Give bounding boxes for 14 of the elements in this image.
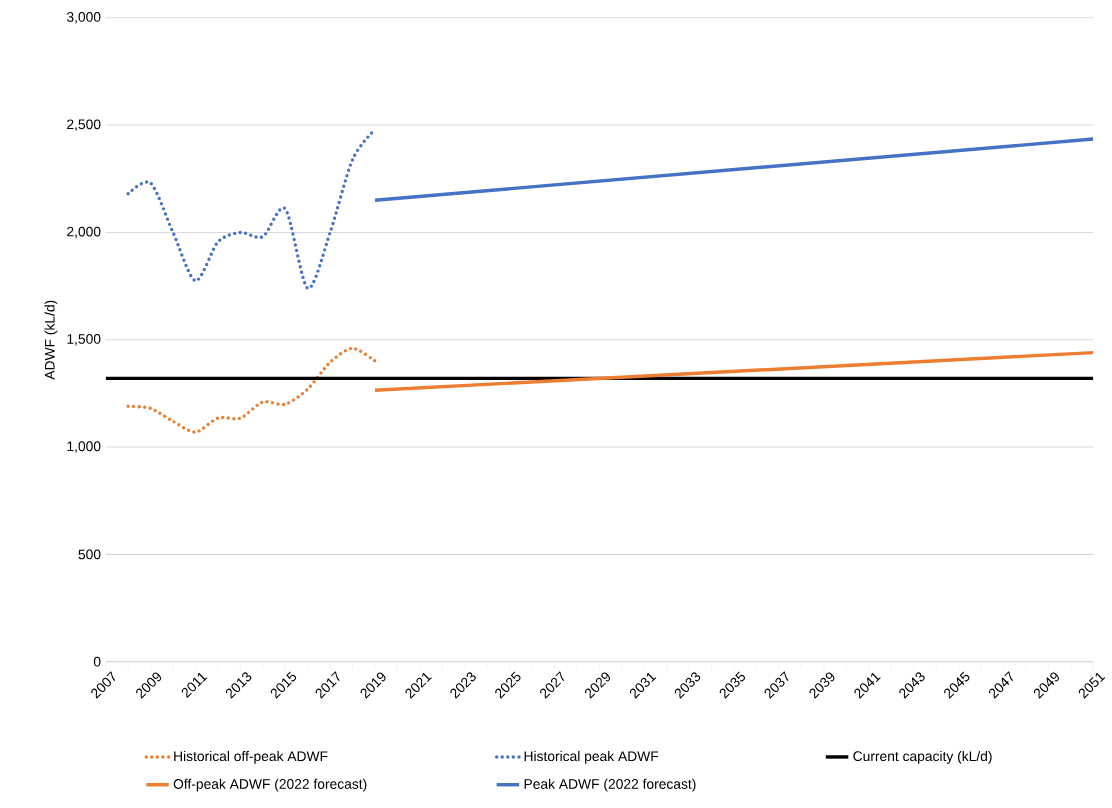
y-tick-label: 0 [93, 656, 101, 667]
legend-label: Off-peak ADWF (2022 forecast) [173, 778, 367, 792]
y-tick-label: 2,500 [67, 119, 101, 131]
line-series [126, 346, 377, 434]
y-tick-label: 3,000 [66, 12, 101, 24]
legend-label: Current capacity (kL/d) [853, 751, 992, 764]
y-tick-label: 500 [78, 549, 101, 560]
legend-label: Historical peak ADWF [524, 751, 659, 764]
y-tick-label: 2,000 [67, 226, 101, 239]
y-tick-label: 1,500 [67, 334, 101, 346]
legend-label: Historical off-peak ADWF [174, 751, 328, 764]
y-tick-label: 1,000 [67, 441, 101, 453]
legend-label: Peak ADWF (2022 forecast) [524, 778, 696, 792]
y-axis-title: ADWF (kL/d) [44, 300, 58, 380]
